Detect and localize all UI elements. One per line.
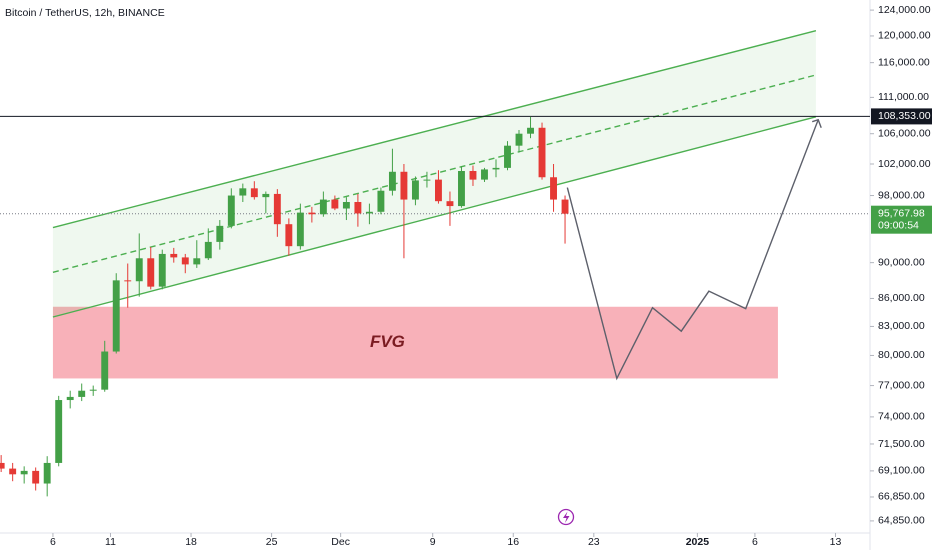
x-tick-label: 11 (105, 536, 116, 548)
candle-body (296, 212, 304, 247)
candle-body (538, 127, 546, 178)
candle-body (504, 145, 511, 168)
projection-arrowhead (811, 118, 822, 128)
y-tick-label: 69,100.00 (878, 465, 925, 477)
y-tick-label: 124,000.00 (878, 4, 931, 16)
candle-body (365, 211, 373, 214)
hline-price-label: 108,353.00 (878, 110, 931, 122)
y-tick-label: 120,000.00 (878, 30, 931, 42)
candle-body (78, 390, 86, 397)
candle-body (124, 280, 132, 282)
candle-body (112, 280, 120, 352)
candle-body (250, 188, 258, 198)
x-tick-label: 9 (430, 536, 436, 548)
chart-title: Bitcoin / TetherUS, 12h, BINANCE (5, 7, 165, 19)
candle-body (458, 170, 465, 207)
channel-middle (52, 74, 817, 274)
y-tick-label: 106,000.00 (878, 127, 931, 139)
candle-body (481, 169, 488, 180)
fvg-zone (52, 306, 778, 379)
candle-body (135, 258, 143, 282)
candle-body (319, 199, 327, 215)
candle-body (423, 179, 431, 181)
candle-body (331, 199, 339, 209)
event-icon[interactable] (557, 508, 575, 526)
y-tick-label: 77,000.00 (878, 379, 925, 391)
x-tick-label: 6 (752, 536, 758, 548)
candle-body (285, 224, 293, 247)
y-tick-label: 74,000.00 (878, 411, 925, 423)
candle-body (527, 127, 534, 134)
candle-body (20, 470, 28, 475)
candle-body (170, 253, 178, 258)
x-tick-label: 18 (185, 536, 197, 548)
channel-upper (52, 30, 817, 229)
y-tick-label: 90,000.00 (878, 256, 925, 268)
candle-body (0, 462, 5, 469)
x-tick-label: 2025 (686, 536, 710, 548)
candle-body (273, 193, 281, 225)
hline-price-tag (871, 108, 932, 125)
candle-body (492, 167, 500, 170)
last-price-tag (871, 205, 932, 234)
y-tick-label: 66,850.00 (878, 491, 925, 503)
y-tick-label: 111,000.00 (878, 91, 929, 103)
countdown-label: 09:00:54 (878, 219, 919, 231)
y-tick-label: 98,000.00 (878, 189, 925, 201)
candle-body (9, 468, 17, 475)
x-tick-label: 13 (830, 536, 842, 548)
candle-body (515, 133, 523, 146)
candle-body (388, 171, 396, 191)
y-tick-label: 64,850.00 (878, 515, 925, 527)
candle-body (400, 171, 408, 200)
x-tick-label: Dec (331, 536, 350, 548)
candle-body (262, 193, 270, 198)
y-tick-label: 102,000.00 (878, 158, 931, 170)
last-price-label: 95,767.98 (878, 207, 925, 219)
y-tick-label: 86,000.00 (878, 292, 925, 304)
candle-body (66, 396, 74, 401)
candle-body (55, 400, 63, 463)
candle-body (43, 462, 51, 484)
candle-body (411, 180, 419, 200)
channel-lower (52, 116, 817, 318)
candle-body (227, 195, 235, 226)
candle-body (216, 225, 224, 242)
candle-body (308, 212, 316, 215)
fvg-label: FVG (370, 332, 405, 351)
candle-body (435, 179, 442, 202)
candle-body (342, 201, 350, 209)
candle-body (469, 170, 477, 180)
x-tick-label: 6 (50, 536, 56, 548)
y-tick-label: 80,000.00 (878, 349, 925, 361)
candle-body (561, 199, 569, 214)
y-tick-label: 83,000.00 (878, 320, 925, 332)
candle-body (377, 190, 385, 212)
candle-body (550, 177, 557, 200)
candle-body (101, 351, 109, 390)
candle-body (193, 258, 201, 265)
candle-body (89, 389, 97, 391)
x-tick-label: 25 (266, 536, 278, 548)
y-tick-label: 116,000.00 (878, 56, 930, 68)
candle-body (204, 241, 212, 259)
candle-body (32, 470, 40, 484)
projection-path (566, 119, 819, 381)
candle-body (446, 201, 454, 207)
candle-body (354, 201, 362, 214)
x-tick-label: 16 (507, 536, 519, 548)
candle-body (147, 258, 155, 287)
candle-body (158, 253, 166, 287)
y-tick-label: 71,500.00 (878, 438, 925, 450)
candle-body (239, 188, 247, 196)
candle-body (181, 257, 189, 265)
x-tick-label: 23 (588, 536, 600, 548)
